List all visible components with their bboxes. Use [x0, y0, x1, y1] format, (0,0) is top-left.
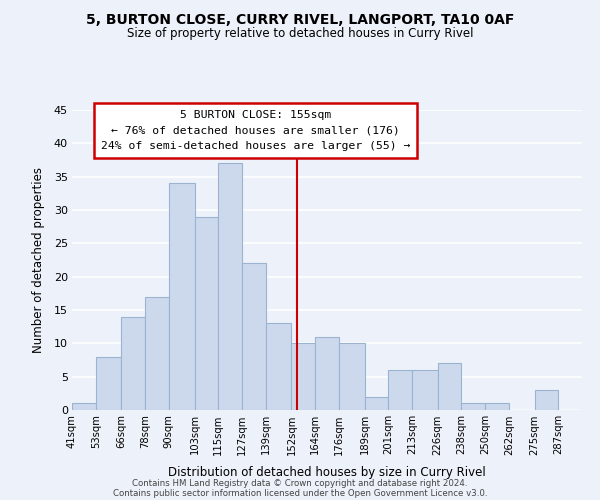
Bar — [461, 404, 485, 410]
Bar — [218, 164, 242, 410]
X-axis label: Distribution of detached houses by size in Curry Rivel: Distribution of detached houses by size … — [168, 466, 486, 478]
Bar — [194, 216, 218, 410]
Bar — [242, 264, 266, 410]
Text: Contains public sector information licensed under the Open Government Licence v3: Contains public sector information licen… — [113, 488, 487, 498]
Text: 5 BURTON CLOSE: 155sqm
← 76% of detached houses are smaller (176)
24% of semi-de: 5 BURTON CLOSE: 155sqm ← 76% of detached… — [101, 110, 410, 151]
Bar — [315, 336, 339, 410]
Bar — [96, 356, 121, 410]
Bar — [437, 364, 461, 410]
Bar — [388, 370, 412, 410]
Bar — [292, 344, 315, 410]
Text: 5, BURTON CLOSE, CURRY RIVEL, LANGPORT, TA10 0AF: 5, BURTON CLOSE, CURRY RIVEL, LANGPORT, … — [86, 12, 514, 26]
Bar — [121, 316, 145, 410]
Bar — [412, 370, 437, 410]
Bar — [535, 390, 558, 410]
Bar — [72, 404, 96, 410]
Bar — [339, 344, 365, 410]
Text: Size of property relative to detached houses in Curry Rivel: Size of property relative to detached ho… — [127, 28, 473, 40]
Bar — [169, 184, 194, 410]
Text: Contains HM Land Registry data © Crown copyright and database right 2024.: Contains HM Land Registry data © Crown c… — [132, 478, 468, 488]
Bar — [145, 296, 169, 410]
Bar — [365, 396, 388, 410]
Bar — [485, 404, 509, 410]
Y-axis label: Number of detached properties: Number of detached properties — [32, 167, 46, 353]
Bar — [266, 324, 292, 410]
